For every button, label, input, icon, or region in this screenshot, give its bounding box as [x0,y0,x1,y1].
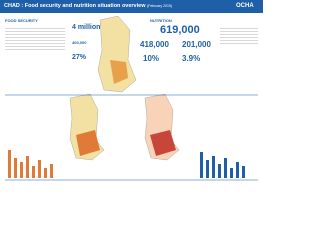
food-heading: FOOD SECURITY [5,18,38,23]
graphics [5,15,258,181]
food-figure: 27% [72,54,87,61]
nutrition-figure: 10% [143,54,160,63]
date: (February 2015) [147,4,173,8]
nutrition-figure: 418,000 [140,40,169,49]
title-text: CHAD : Food security and nutrition situa… [4,3,146,9]
header-bar [0,0,263,13]
nutrition-heading: NUTRITION [150,18,172,23]
chart-right [200,152,245,178]
map-zone [110,60,128,84]
food-figure: 400,000 [72,40,87,45]
map-zone [150,130,176,156]
food-people: 4 million [72,24,101,31]
food-text [5,26,65,52]
nutrition-total: 619,000 [160,24,200,36]
logo: OCHA [236,3,254,9]
map-zone [76,130,100,156]
page: CHAD : Food security and nutrition situa… [0,0,263,181]
chart-left [8,150,53,178]
nutrition-figure: 3.9% [182,54,201,63]
nutrition-text [220,26,258,46]
title: CHAD : Food security and nutrition situa… [4,3,172,9]
nutrition-figure: 201,000 [182,40,211,49]
